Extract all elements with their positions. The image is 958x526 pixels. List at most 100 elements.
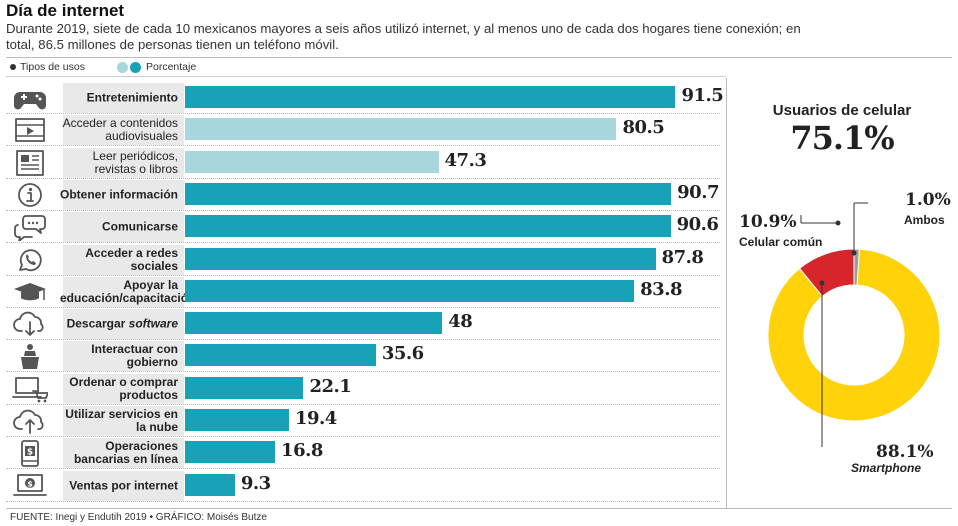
bar-value-label: 90.7 <box>677 181 719 203</box>
bar-value-label: 90.6 <box>676 214 719 236</box>
bar <box>185 86 676 108</box>
bar-value-label: 48 <box>448 311 473 333</box>
bar-label: Obtener información <box>60 187 179 202</box>
svg-text:$: $ <box>27 448 33 458</box>
pie-title: Usuarios de celular <box>772 102 912 119</box>
chat-bubbles-icon <box>12 213 48 243</box>
bar-label-box: Obtener información <box>60 179 184 210</box>
cloud-download-icon <box>12 310 48 338</box>
bar-label: Leer periódicos, revistas o libros <box>92 148 178 176</box>
laptop-cart-icon <box>12 375 49 403</box>
bar-label-box: Descargar software <box>63 309 184 340</box>
bar <box>185 118 617 141</box>
bar-label: Acceder a contenidos audiovisuales <box>62 116 178 144</box>
bar-label: Ordenar o comprar productos <box>69 374 178 402</box>
bar <box>185 409 289 431</box>
row-divider <box>6 274 720 276</box>
bar-label-box: Comunicarse <box>63 212 184 243</box>
bar-label-box: Ventas por internet <box>63 470 184 501</box>
bar <box>185 344 376 367</box>
bar-label: Utilizar servicios en la nube <box>65 407 178 434</box>
top-divider <box>6 57 952 58</box>
row-divider <box>6 113 720 114</box>
bar-row: Acceder a contenidos audiovisuales 80.5 <box>0 114 720 147</box>
bar-row: Entretenimiento 91.5 <box>0 82 724 114</box>
graduation-cap-icon <box>12 278 48 306</box>
pie-label-ambos-value: 1.0% <box>905 190 951 210</box>
bar-label-box: Acceder a contenidos audiovisuales <box>62 115 184 146</box>
bar-row: Utilizar servicios en la nube 19.4 <box>0 405 720 437</box>
legend-bullet <box>10 64 16 70</box>
row-divider <box>6 371 720 373</box>
bar-row: Apoyar la educación/capacitación 83.8 <box>0 276 720 308</box>
row-divider <box>6 468 720 470</box>
bar-row: $ Operaciones bancarias en línea 16.8 <box>0 437 720 470</box>
row-divider <box>6 403 720 405</box>
bar-label: Ventas por internet <box>69 478 178 493</box>
pie-label-comun-name: Celular común <box>739 235 823 249</box>
bar-label-box: Apoyar la educación/capacitación <box>60 276 196 307</box>
bar-label-box: Ordenar o comprar productos <box>63 373 184 404</box>
legend-divider <box>6 76 726 77</box>
chart-title: Día de internet <box>6 1 125 20</box>
svg-text:$: $ <box>27 479 33 488</box>
bar-label-box: Leer periódicos, revistas o libros <box>63 147 184 178</box>
panel-divider <box>726 78 727 508</box>
bar-row: Interactuar con gobierno 35.6 <box>0 340 720 373</box>
bar-label-box: Entretenimiento <box>63 83 184 113</box>
legend-light-swatch <box>116 61 128 73</box>
bar-value-label: 91.5 <box>681 85 724 106</box>
bar <box>185 215 671 238</box>
bar-value-label: 87.8 <box>661 246 704 268</box>
pie-label-smartphone-name: Smartphone <box>851 461 922 475</box>
pie-label-comun-value: 10.9% <box>739 212 797 232</box>
bar-row: Leer periódicos, revistas o libros 47.3 <box>0 147 720 179</box>
bar-label-box: Utilizar servicios en la nube <box>63 406 184 436</box>
legend: Tipos de usos Porcentaje <box>10 61 196 73</box>
bar-label: Comunicarse <box>101 219 178 234</box>
bar-row: $ Ventas por internet 9.3 <box>0 470 720 502</box>
newspaper-icon <box>12 149 48 177</box>
bar-row: Comunicarse 90.6 <box>0 211 720 244</box>
mobile-dollar-icon: $ <box>12 439 48 468</box>
cloud-upload-icon <box>12 407 48 435</box>
bottom-divider <box>6 508 952 509</box>
row-divider <box>6 209 720 211</box>
legend-uses-label: Tipos de usos <box>20 61 85 73</box>
row-divider <box>6 500 720 502</box>
chart-subtitle: Durante 2019, siete de cada 10 mexicanos… <box>6 21 801 52</box>
bar-value-label: 35.6 <box>381 343 424 365</box>
pie-total: 75.1% <box>790 119 894 157</box>
donut-slice-smartphone <box>767 248 941 422</box>
video-player-icon <box>12 116 48 144</box>
bar-value-label: 83.8 <box>640 278 682 300</box>
bar-label: Operaciones bancarias en línea <box>73 439 178 467</box>
info-icon <box>12 181 48 209</box>
bar-label: Apoyar la educación/capacitación <box>60 277 196 305</box>
gamepad-icon <box>12 84 48 112</box>
bar-row: Ordenar o comprar productos 22.1 <box>0 373 720 405</box>
laptop-dollar-icon: $ <box>12 472 48 500</box>
bar-label-box: Interactuar con gobierno <box>63 341 184 372</box>
podium-speaker-icon <box>12 342 48 370</box>
bar-label-box: Acceder a redes sociales <box>63 244 184 275</box>
bar-row: Descargar software 48 <box>0 308 720 341</box>
bar-label: Acceder a redes sociales <box>85 245 178 273</box>
bar-value-label: 16.8 <box>281 440 323 462</box>
row-divider <box>6 242 720 244</box>
bar-label: Interactuar con gobierno <box>91 342 178 370</box>
bar-value-label: 80.5 <box>622 117 665 139</box>
bar-value-label: 47.3 <box>444 149 487 171</box>
bar-row: Acceder a redes sociales 87.8 <box>0 244 720 276</box>
bar <box>185 247 656 270</box>
bar-row: Obtener información 90.7 <box>0 179 720 211</box>
donut-chart <box>767 202 941 447</box>
legend-percent-label: Porcentaje <box>145 61 197 73</box>
legend-dark-swatch <box>129 61 141 73</box>
bar-value-label: 22.1 <box>309 375 352 397</box>
bar <box>185 279 635 302</box>
bar <box>185 150 439 173</box>
bar-value-label: 9.3 <box>240 472 271 494</box>
bar <box>185 376 304 399</box>
row-divider <box>6 339 720 341</box>
